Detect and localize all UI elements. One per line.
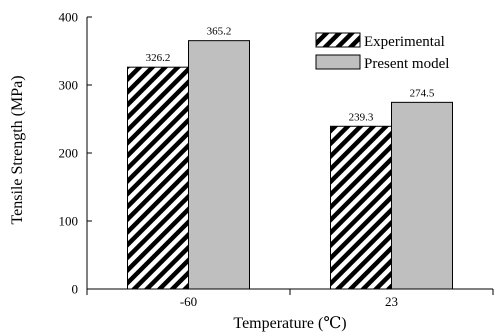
y-tick-label: 100 — [59, 214, 79, 229]
y-tick-label: 400 — [59, 10, 79, 25]
bar-value-label: 326.2 — [146, 52, 171, 64]
legend: Experimental Present model — [315, 32, 449, 72]
bar-experimental-1 — [330, 125, 392, 290]
x-tick-label: -60 — [180, 294, 197, 309]
y-axis-ticks: 0 100 200 300 400 — [59, 10, 92, 297]
bar-experimental-0 — [127, 66, 189, 290]
x-axis-title: Temperature (℃) — [233, 315, 346, 332]
bars-group — [127, 40, 453, 290]
legend-label-present-model: Present model — [364, 56, 449, 72]
x-tick-label: 23 — [385, 294, 398, 309]
x-axis-ticks: -60 23 — [86, 289, 494, 309]
value-labels-group: 326.2 365.2 239.3 274.5 — [146, 26, 435, 124]
y-tick-label: 300 — [59, 78, 79, 93]
bar-present-model-1 — [391, 101, 453, 290]
bar-value-label: 274.5 — [410, 87, 435, 99]
legend-swatch-experimental — [315, 32, 361, 48]
y-axis-title: Tensile Strength (MPa) — [9, 75, 26, 224]
legend-swatch-present-model — [315, 54, 361, 70]
bar-value-label: 239.3 — [349, 111, 374, 123]
y-tick-label: 200 — [59, 146, 79, 161]
y-tick-label: 0 — [72, 282, 79, 297]
bar-present-model-0 — [188, 40, 250, 290]
bar-value-label: 365.2 — [207, 26, 232, 38]
legend-label-experimental: Experimental — [364, 34, 445, 50]
